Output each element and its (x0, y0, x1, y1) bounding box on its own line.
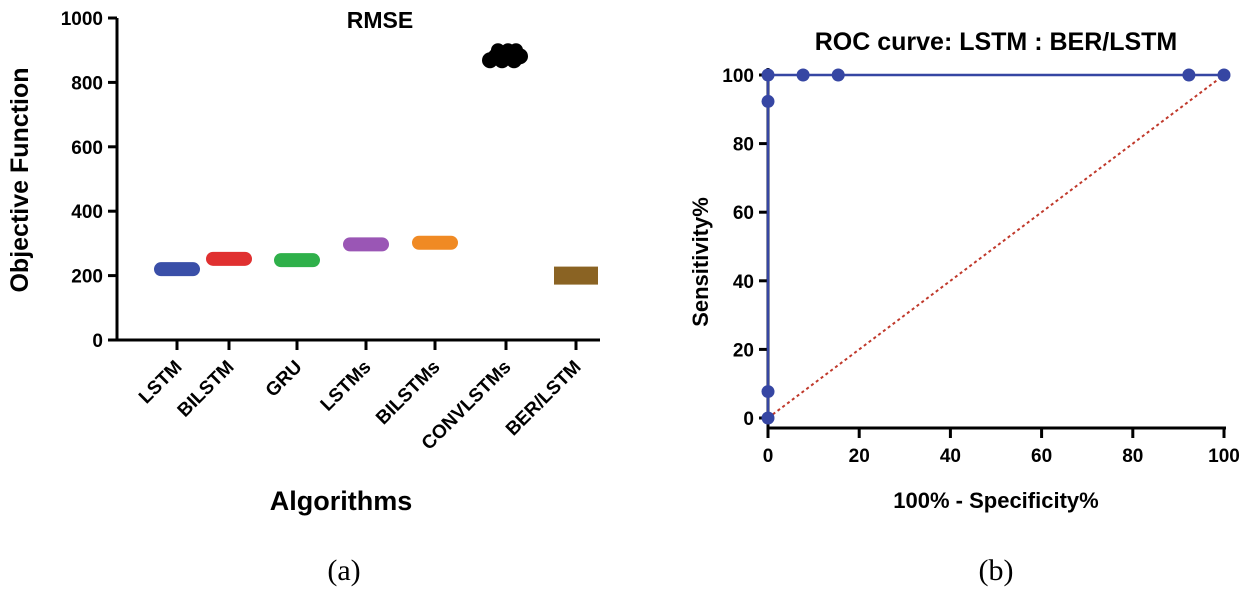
chart-b-roc-point (831, 68, 845, 82)
chart-a-category-label: LSTMs (317, 357, 376, 416)
chart-b-x-tick-label: 40 (940, 446, 961, 467)
chart-b-x-axis-title: 100% - Specificity% (893, 488, 1098, 513)
chart-a-x-axis-title: Algorithms (270, 486, 413, 516)
chart-b-roc-point (1182, 68, 1196, 82)
chart-a-y-ticks: 0 200 400 600 800 1000 (61, 9, 117, 352)
chart-a-point-convlstms (509, 43, 523, 58)
chart-b-y-tick-label: 80 (733, 135, 754, 156)
chart-a-y-tick-label: 1000 (61, 9, 103, 30)
chart-a-title: RMSE (347, 7, 413, 33)
chart-b-roc-line (766, 73, 1224, 418)
chart-a-category-label: BER/LSTM (502, 357, 586, 441)
chart-a-category-label: BILSTM (174, 357, 239, 422)
chart-b-roc-curve (761, 68, 1231, 425)
chart-b-x-tick-label: 80 (1122, 446, 1143, 467)
chart-a-point-gru (274, 253, 320, 268)
chart-a-point-lstm (154, 262, 200, 277)
chart-a-y-axis-title: Objective Function (6, 67, 34, 292)
chart-a-point-ber-lstm (554, 266, 598, 285)
chart-b-caption: (b) (979, 554, 1014, 587)
chart-b-roc-point (1217, 68, 1231, 82)
chart-b-x-ticks: 0 20 40 60 80 100 (763, 428, 1240, 467)
chart-a-y-tick-label: 0 (92, 331, 103, 352)
chart-b-x-tick-label: 60 (1031, 446, 1052, 467)
chart-a-y-tick-label: 800 (71, 73, 103, 94)
chart-b-x-tick-label: 0 (763, 446, 774, 467)
chart-b-y-tick-label: 40 (733, 272, 754, 293)
chart-b-roc-point (761, 68, 775, 82)
chart-a-point-bilstm (206, 251, 252, 266)
chart-a-category-label: BILSTMs (372, 357, 444, 429)
chart-b-y-tick-label: 100 (722, 66, 754, 87)
chart-b-roc-point (796, 68, 810, 82)
chart-a-point-bilstms (412, 235, 458, 250)
chart-b-y-axis-title: Sensitivity% (688, 197, 713, 327)
chart-a-y-tick-label: 400 (71, 202, 103, 223)
chart-b-x-tick-label: 100 (1208, 446, 1240, 467)
chart-b-reference-line (767, 74, 1225, 419)
chart-b-roc-point (761, 94, 775, 108)
chart-a-category-label: GRU (262, 357, 307, 402)
chart-a-y-tick-label: 600 (71, 138, 103, 159)
chart-b-diagonal-reference (767, 74, 1225, 419)
chart-a-marks (154, 43, 598, 285)
chart-a-point-lstms (343, 237, 389, 252)
chart-b-y-tick-label: 20 (733, 340, 754, 361)
chart-b-x-tick-label: 20 (849, 446, 870, 467)
chart-a-caption: (a) (327, 554, 360, 587)
chart-b-y-tick-label: 60 (733, 203, 754, 224)
chart-b-y-ticks: 0 20 40 60 80 100 (722, 66, 768, 430)
chart-b-title: ROC curve: LSTM : BER/LSTM (815, 28, 1178, 56)
chart-a-point-convlstms (491, 43, 505, 58)
chart-b-roc-point (761, 385, 775, 399)
chart-b-roc-point (761, 411, 775, 425)
chart-b-y-tick-label: 0 (743, 409, 754, 430)
chart-b-roc: ROC curve: LSTM : BER/LSTM 020406080100 … (688, 28, 1240, 587)
chart-a-y-tick-label: 200 (71, 267, 103, 288)
